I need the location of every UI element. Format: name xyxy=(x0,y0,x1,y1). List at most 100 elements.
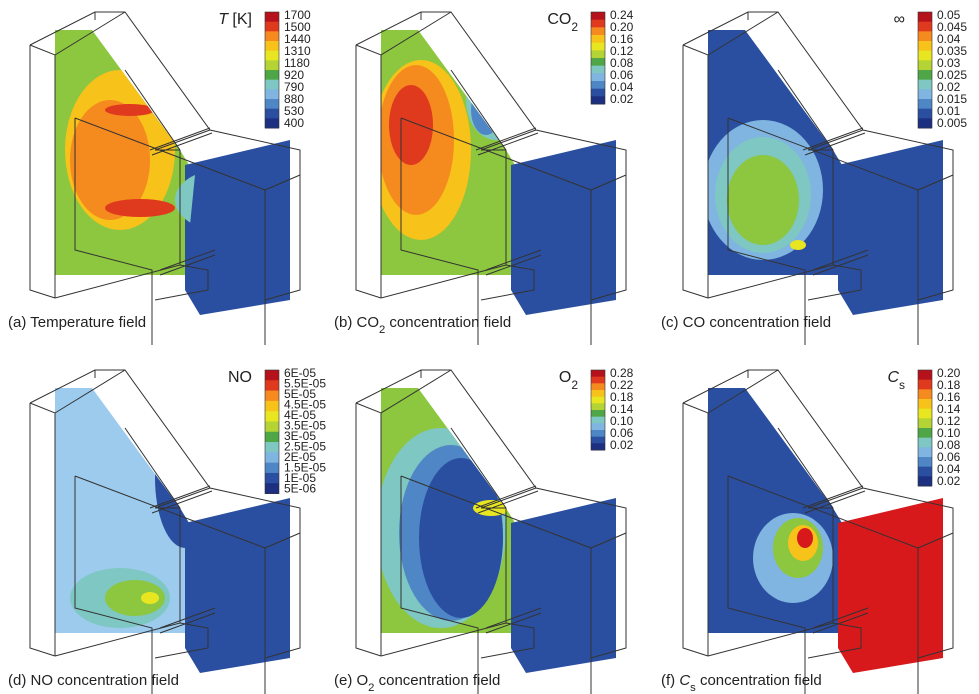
colorbar-band xyxy=(591,96,605,105)
legend-title: T [K] xyxy=(218,11,252,28)
colorbar-band xyxy=(918,118,932,129)
text-segment: [K] xyxy=(228,11,252,28)
duct-plane xyxy=(511,498,616,673)
colorbar-band xyxy=(591,12,605,21)
panel-caption: (a) Temperature field xyxy=(8,314,146,331)
colorbar-tick-label: 0.24 xyxy=(610,8,634,22)
colorbar-tick-label: 4.5E-05 xyxy=(284,398,326,412)
colorbar-tick-label: 0.04 xyxy=(610,80,634,94)
panel-caption: (d) NO concentration field xyxy=(8,672,179,689)
colorbar-band xyxy=(265,70,279,81)
colorbar-band xyxy=(265,50,279,61)
colorbar-band xyxy=(265,400,279,412)
wireframe xyxy=(355,369,627,694)
colorbar-band xyxy=(265,483,279,494)
text-segment: s xyxy=(899,378,905,392)
contour-region xyxy=(141,592,159,604)
nozzle xyxy=(149,127,216,276)
colorbar-band xyxy=(591,27,605,36)
colorbar-band xyxy=(265,380,279,392)
colorbar-band xyxy=(918,466,932,477)
text-segment: 2 xyxy=(368,682,374,694)
field-contours xyxy=(381,428,509,628)
colorbar-band xyxy=(918,418,932,429)
colorbar-band xyxy=(918,428,932,439)
colorbar-band xyxy=(918,408,932,419)
slice-plane xyxy=(55,388,195,633)
colorbar-band xyxy=(265,411,279,422)
nozzle xyxy=(802,127,869,276)
colorbar-tick-label: 5E-05 xyxy=(284,387,316,401)
colorbar-band xyxy=(918,12,932,23)
colorbar-band xyxy=(265,99,279,110)
colorbar-tick-label: 0.12 xyxy=(610,44,634,58)
wireframe xyxy=(29,369,301,694)
colorbar-band xyxy=(591,430,605,438)
contour-region xyxy=(70,100,150,220)
colorbar-band xyxy=(265,421,279,433)
legend-title: Cs xyxy=(887,369,905,392)
colorbar-band xyxy=(591,35,605,44)
colorbar-tick-label: 0.10 xyxy=(610,414,634,428)
wireframe xyxy=(682,369,954,694)
colorbar-band xyxy=(918,21,932,32)
legend-title: ∞ xyxy=(894,11,905,28)
colorbar-tick-label: 2.5E-05 xyxy=(284,440,326,454)
text-segment: (a) Temperature field xyxy=(8,314,146,331)
colorbar-band xyxy=(591,423,605,431)
colorbar-tick-label: 0.22 xyxy=(610,378,634,392)
colorbar-band xyxy=(265,431,279,443)
colorbar-tick-label: 0.025 xyxy=(937,68,967,82)
text-segment: O xyxy=(559,369,571,386)
text-segment: (c) CO concentration field xyxy=(661,314,831,331)
colorbar-tick-label: 0.08 xyxy=(610,56,634,70)
colorbar-tick-label: 5E-06 xyxy=(284,482,316,496)
panel-caption: (c) CO concentration field xyxy=(661,314,831,331)
colorbar-tick-label: 0.20 xyxy=(610,20,634,34)
colorbar-band xyxy=(265,462,279,474)
colorbar-tick-label: 0.28 xyxy=(610,366,634,380)
text-segment: s xyxy=(690,682,696,694)
colorbar-tick-label: 1700 xyxy=(284,8,311,22)
colorbar-frame xyxy=(917,369,933,487)
colorbar-tick-label: 0.035 xyxy=(937,44,967,58)
wireframe xyxy=(29,11,301,345)
text-segment: CO xyxy=(547,11,571,28)
text-segment: (f) xyxy=(661,672,679,689)
text-segment: C xyxy=(887,369,899,386)
nozzle xyxy=(802,485,869,634)
text-segment: concentration field xyxy=(385,314,511,331)
contour-region xyxy=(389,85,433,165)
colorbar-band xyxy=(591,58,605,67)
contour-region xyxy=(419,458,503,618)
colorbar-band xyxy=(591,73,605,82)
contour-region xyxy=(797,528,813,548)
panel-caption: (b) CO2 concentration field xyxy=(334,314,511,336)
colorbar-tick-label: 0.16 xyxy=(610,32,634,46)
text-segment: (d) NO concentration field xyxy=(8,672,179,689)
colorbar-tick-label: 4E-05 xyxy=(284,408,316,422)
colorbar-band xyxy=(265,370,279,381)
contour-region xyxy=(466,60,521,140)
colorbar-tick-label: 0.005 xyxy=(937,116,967,130)
panel: 0.050.0450.040.0350.030.0250.020.0150.01… xyxy=(661,8,967,345)
duct-plane xyxy=(185,140,290,315)
colorbar-tick-label: 0.18 xyxy=(937,378,961,392)
panel: 0.200.180.160.140.120.100.080.060.040.02… xyxy=(661,366,961,694)
colorbar-band xyxy=(265,31,279,42)
panel-caption: (e) O2 concentration field xyxy=(334,672,500,694)
colorbar-tick-label: 1E-05 xyxy=(284,471,316,485)
colorbar-tick-label: 0.03 xyxy=(937,56,961,70)
colorbar-frame xyxy=(264,11,280,129)
duct-plane xyxy=(511,140,616,315)
colorbar-band xyxy=(265,108,279,119)
colorbar-tick-label: 0.015 xyxy=(937,92,967,106)
colorbar-tick-label: 0.02 xyxy=(937,80,961,94)
colorbar-band xyxy=(918,70,932,81)
field-contours xyxy=(708,120,823,260)
colorbar-band xyxy=(591,436,605,444)
colorbar-tick-label: 0.06 xyxy=(610,426,634,440)
text-segment: ∞ xyxy=(894,11,905,28)
colorbar-frame xyxy=(590,11,606,105)
